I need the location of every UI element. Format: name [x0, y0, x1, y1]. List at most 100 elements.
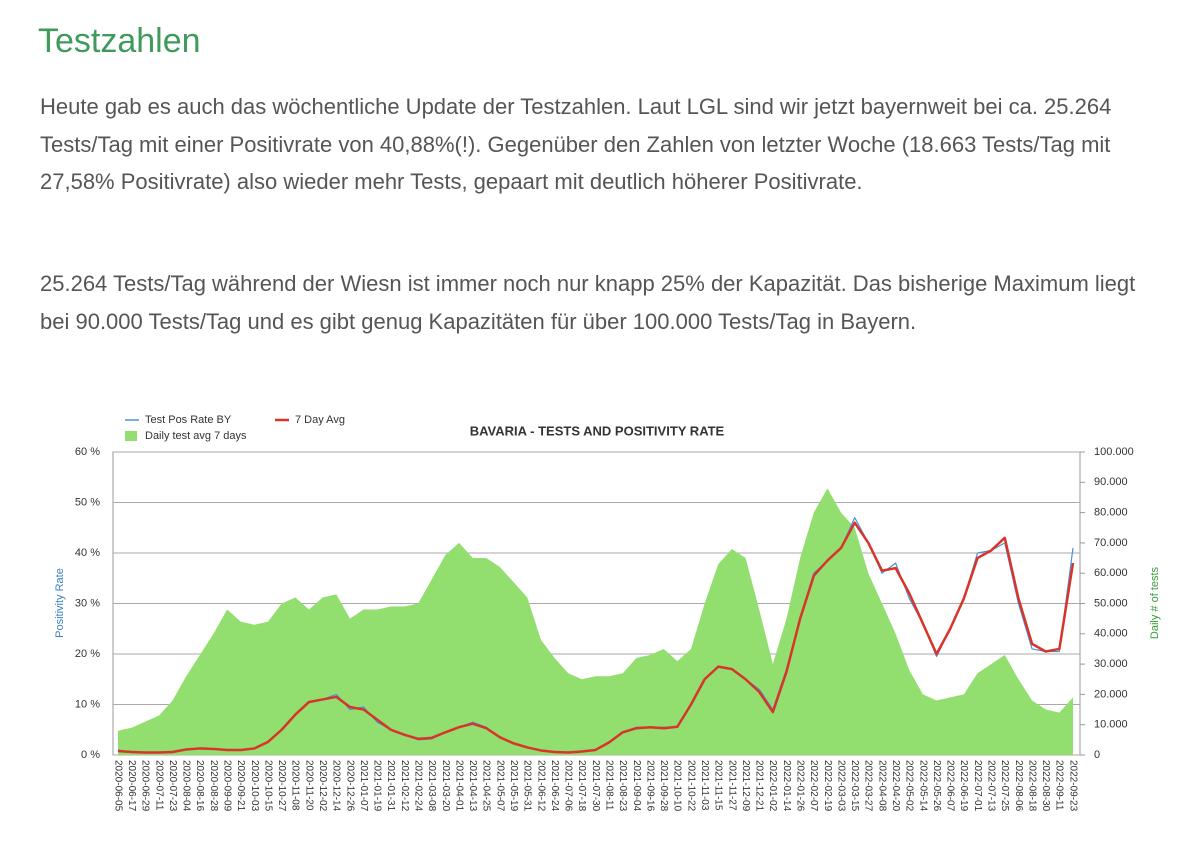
x-tick-label: 2020-11-20 [303, 760, 314, 811]
x-tick-label: 2020-07-11 [153, 760, 164, 811]
x-tick-label: 2022-08-30 [1040, 760, 1051, 812]
x-tick-label: 2022-08-18 [1026, 760, 1037, 812]
x-tick-label: 2022-09-11 [1054, 760, 1065, 811]
x-tick-label: 2021-11-03 [699, 760, 710, 811]
x-tick-label: 2021-02-24 [413, 760, 424, 812]
x-tick-label: 2021-04-25 [481, 760, 492, 812]
x-tick-label: 2021-10-10 [672, 760, 683, 812]
x-tick-label: 2021-09-04 [631, 760, 642, 812]
x-tick-label: 2022-03-03 [835, 760, 846, 812]
x-tick-label: 2021-04-13 [467, 760, 478, 812]
x-tick-label: 2022-05-14 [917, 760, 928, 812]
y2-tick-label: 20.000 [1094, 688, 1128, 700]
x-tick-label: 2022-04-08 [876, 760, 887, 812]
legend-label: Test Pos Rate BY [145, 414, 232, 426]
y-tick-label: 0 % [81, 749, 100, 761]
x-tick-label: 2021-12-21 [754, 760, 765, 812]
x-tick-label: 2022-01-26 [795, 760, 806, 812]
x-tick-label: 2020-09-09 [222, 760, 233, 812]
x-tick-label: 2020-12-14 [331, 760, 342, 812]
x-tick-label: 2020-06-17 [126, 760, 137, 812]
x-tick-label: 2022-09-23 [1067, 760, 1078, 812]
x-tick-label: 2021-06-12 [535, 760, 546, 812]
x-tick-label: 2022-01-02 [767, 760, 778, 812]
y-tick-label: 60 % [75, 446, 100, 458]
x-tick-label: 2021-05-19 [508, 760, 519, 812]
x-tick-label: 2021-05-07 [494, 760, 505, 812]
y2-tick-label: 10.000 [1094, 719, 1128, 731]
x-tick-label: 2020-08-16 [194, 760, 205, 812]
x-tick-label: 2022-07-13 [986, 760, 997, 812]
x-tick-label: 2020-08-04 [181, 760, 192, 812]
y2-tick-label: 40.000 [1094, 628, 1128, 640]
y2-tick-label: 50.000 [1094, 597, 1128, 609]
x-tick-label: 2020-12-26 [344, 760, 355, 812]
x-tick-label: 2021-06-24 [549, 760, 560, 812]
chart: BAVARIA - TESTS AND POSITIVITY RATE Posi… [54, 414, 1161, 812]
legend-label: 7 Day Avg [295, 414, 345, 426]
x-tick-label: 2021-09-16 [644, 760, 655, 812]
x-tick-label: 2020-08-28 [208, 760, 219, 812]
x-tick-label: 2021-07-06 [563, 760, 574, 812]
x-tick-label: 2021-01-07 [358, 760, 369, 812]
x-tick-label: 2020-06-29 [140, 760, 151, 812]
x-tick-label: 2022-06-07 [945, 760, 956, 812]
x-tick-label: 2021-07-30 [590, 760, 601, 812]
x-tick-label: 2021-04-01 [453, 760, 464, 812]
x-tick-label: 2020-12-02 [317, 760, 328, 812]
x-tick-label: 2021-07-18 [576, 760, 587, 812]
heading: Testzahlen [38, 22, 201, 60]
x-tick-label: 2022-05-26 [931, 760, 942, 812]
x-tick-label: 2021-11-27 [726, 760, 737, 811]
legend-label: Daily test avg 7 days [145, 430, 247, 442]
x-tick-label: 2022-08-06 [1013, 760, 1024, 812]
y2-tick-label: 100.000 [1094, 446, 1134, 458]
x-tick-label: 2022-07-01 [972, 760, 983, 812]
x-tick-label: 2022-02-07 [808, 760, 819, 812]
line [117, 521, 1075, 754]
y2-tick-label: 0 [1094, 749, 1100, 761]
x-tick-label: 2021-05-31 [522, 760, 533, 812]
x-tick-label: 2020-10-03 [249, 760, 260, 812]
y2-tick-label: 90.000 [1094, 476, 1128, 488]
y-tick-label: 30 % [75, 597, 100, 609]
chart-title: BAVARIA - TESTS AND POSITIVITY RATE [470, 423, 725, 438]
x-tick-label: 2022-07-25 [999, 760, 1010, 812]
x-tick-label: 2021-08-23 [617, 760, 628, 812]
x-tick-label: 2020-06-05 [112, 760, 123, 812]
legend-swatch [125, 431, 137, 441]
x-tick-label: 2022-01-14 [781, 760, 792, 812]
x-tick-label: 2021-09-28 [658, 760, 669, 812]
y2-tick-label: 80.000 [1094, 507, 1128, 519]
x-tick-label: 2020-10-15 [262, 760, 273, 812]
x-tick-label: 2021-12-09 [740, 760, 751, 812]
x-tick-label: 2020-07-23 [167, 760, 178, 812]
x-tick-label: 2021-08-11 [604, 760, 615, 811]
y2-axis-label: Daily # of tests [1149, 566, 1161, 639]
y2-tick-label: 30.000 [1094, 658, 1128, 670]
x-tick-label: 2022-06-19 [958, 760, 969, 812]
y2-tick-label: 70.000 [1094, 537, 1128, 549]
y-tick-label: 10 % [75, 698, 100, 710]
y-tick-label: 40 % [75, 547, 100, 559]
x-tick-label: 2022-05-02 [904, 760, 915, 812]
paragraph: 25.264 Tests/Tag während der Wiesn ist i… [40, 271, 1136, 334]
x-tick-label: 2021-02-12 [399, 760, 410, 812]
x-tick-label: 2020-11-08 [290, 760, 301, 811]
x-tick-label: 2022-04-20 [890, 760, 901, 812]
x-tick-label: 2021-03-08 [426, 760, 437, 812]
y2-tick-label: 60.000 [1094, 567, 1128, 579]
x-tick-label: 2021-11-15 [713, 760, 724, 811]
x-tick-label: 2021-10-22 [685, 760, 696, 812]
paragraph: Heute gab es auch das wöchentliche Updat… [40, 94, 1112, 194]
x-tick-label: 2020-10-27 [276, 760, 287, 812]
x-tick-label: 2022-03-27 [863, 760, 874, 812]
y-tick-label: 20 % [75, 648, 100, 660]
y-tick-label: 50 % [75, 496, 100, 508]
x-tick-label: 2022-02-19 [822, 760, 833, 812]
x-tick-label: 2020-09-21 [235, 760, 246, 812]
x-tick-label: 2021-01-19 [372, 760, 383, 812]
x-tick-label: 2021-03-20 [440, 760, 451, 812]
x-tick-label: 2021-01-31 [385, 760, 396, 812]
